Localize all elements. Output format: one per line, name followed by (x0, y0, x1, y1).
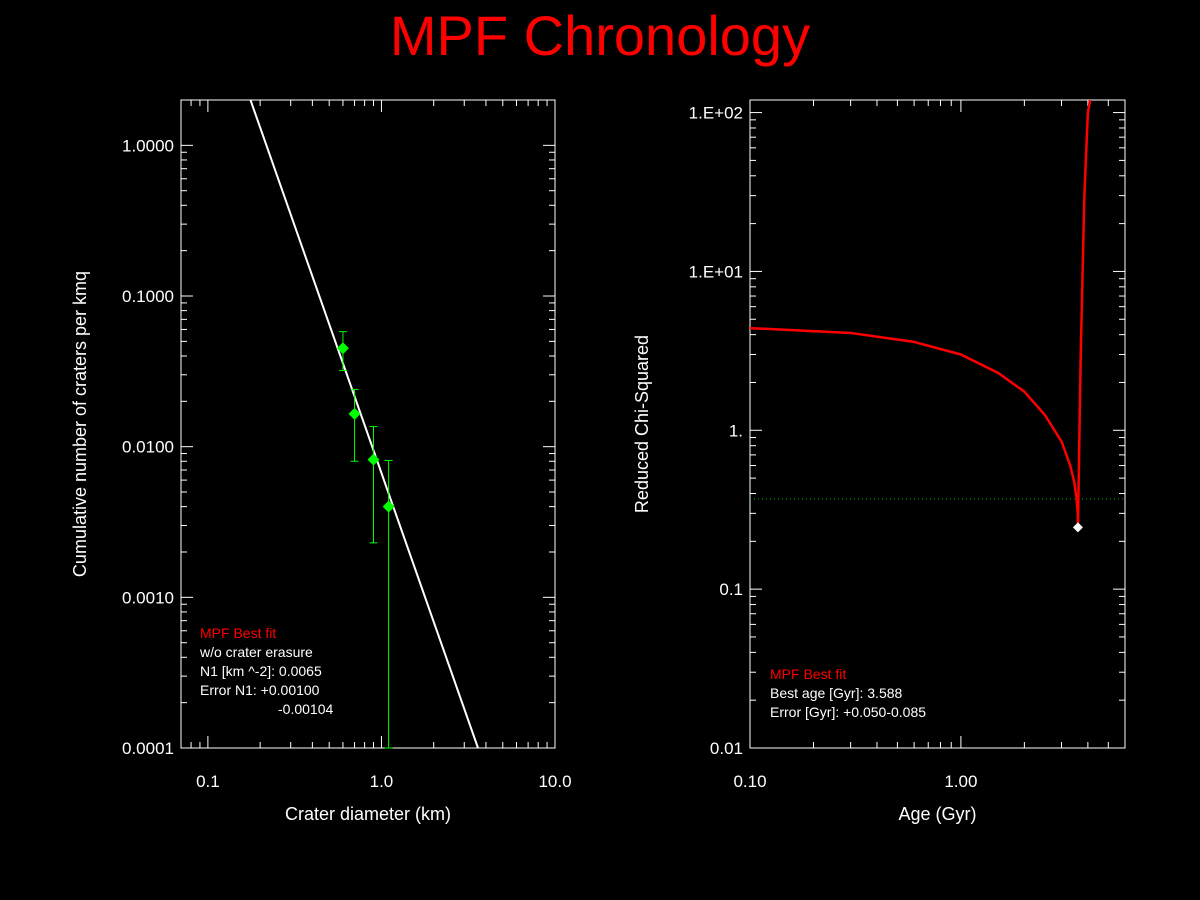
legend-line: Error N1: +0.00100 (200, 682, 320, 698)
x-tick-label: 0.10 (733, 772, 766, 791)
y-tick-label: 0.0001 (122, 739, 174, 758)
data-point (348, 407, 361, 420)
y-tick-label: 1.E+01 (689, 262, 743, 281)
x-tick-label: 0.1 (196, 772, 220, 791)
x-tick-label: 10.0 (538, 772, 571, 791)
page-title: MPF Chronology (389, 4, 811, 67)
y-axis-label: Reduced Chi-Squared (632, 335, 652, 513)
x-tick-label: 1.0 (370, 772, 394, 791)
plot-frame (180, 99, 556, 749)
y-tick-label: 0.0100 (122, 438, 174, 457)
y-tick-label: 0.1000 (122, 287, 174, 306)
data-point (382, 500, 395, 513)
data-point (336, 342, 349, 355)
y-tick-label: 0.1 (719, 580, 743, 599)
x-tick-label: 1.00 (944, 772, 977, 791)
chi-squared-curve (750, 100, 1092, 529)
legend-line: N1 [km ^-2]: 0.0065 (200, 663, 322, 679)
y-tick-label: 1.E+02 (689, 104, 743, 123)
legend-line: Error [Gyr]: +0.050-0.085 (770, 704, 926, 720)
legend-line: Best age [Gyr]: 3.588 (770, 685, 903, 701)
legend-line: w/o crater erasure (199, 644, 313, 660)
y-tick-label: 1. (729, 421, 743, 440)
legend-line: MPF Best fit (200, 625, 276, 641)
x-axis-label: Age (Gyr) (898, 804, 976, 824)
legend-line: -0.00104 (278, 701, 333, 717)
y-tick-label: 0.01 (710, 739, 743, 758)
plot-frame (749, 99, 1126, 749)
y-tick-label: 0.0010 (122, 588, 174, 607)
legend-line: MPF Best fit (770, 666, 846, 682)
y-axis-label: Cumulative number of craters per kmq (70, 271, 90, 577)
crater-size-frequency-plot: 0.1 1.0 10.0 0.0001 0.0010 0.0100 0.1000 1.0000… (70, 99, 572, 824)
best-fit-marker (1072, 522, 1083, 533)
x-axis-label: Crater diameter (km) (285, 804, 451, 824)
y-tick-label: 1.0000 (122, 136, 174, 155)
fit-line (249, 100, 479, 748)
chi-squared-plot: 0.10 1.00 0.01 0.1 1. 1.E+01 1.E+02 Age (Gyr) Re… (632, 99, 1126, 824)
data-point (367, 453, 380, 466)
